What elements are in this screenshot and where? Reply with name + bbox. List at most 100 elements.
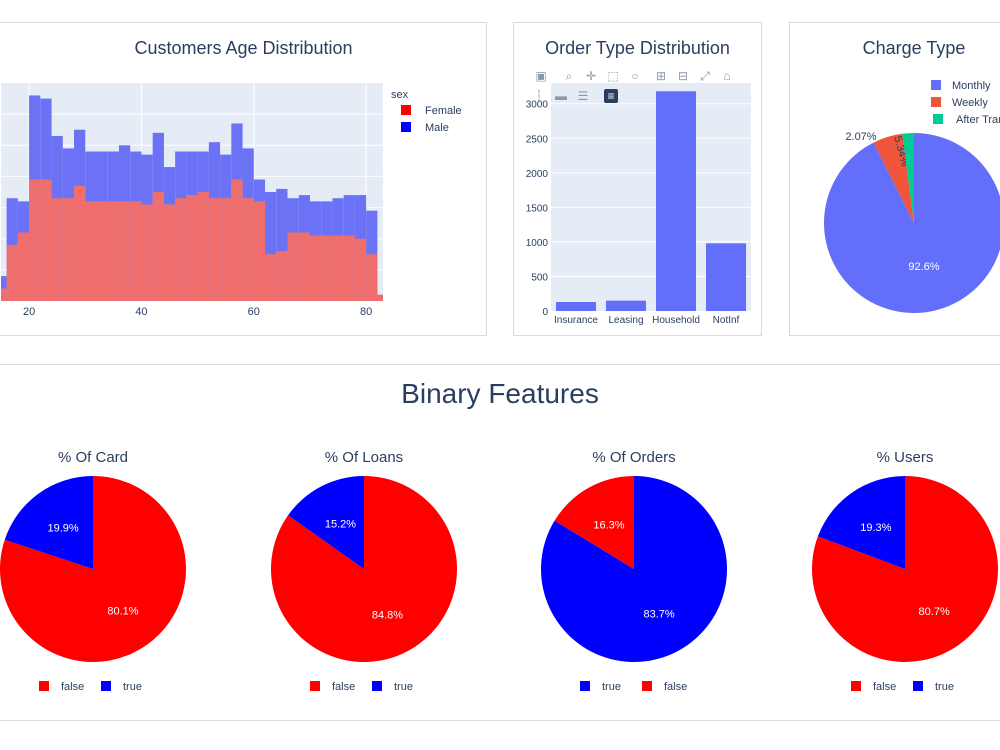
female-bar — [96, 201, 108, 301]
order-bar — [706, 243, 746, 311]
binary-legend-marker — [310, 681, 320, 691]
binary-pie-label: 84.8% — [372, 609, 403, 621]
binary-pie-slice — [0, 476, 187, 662]
female-bar — [85, 201, 97, 301]
age-legend-label: Male — [425, 122, 449, 134]
section-divider-top — [0, 364, 1000, 365]
binary-legend-label: false — [61, 681, 84, 693]
hover-closest-icon[interactable]: ▬ — [555, 89, 567, 103]
age-histogram[interactable]: 20 40 60 80 sex Female Male — [0, 23, 488, 337]
female-bar — [220, 198, 232, 301]
binary-pie-slice — [4, 476, 94, 569]
camera-icon[interactable]: ▣ — [535, 69, 547, 83]
charge-legend-marker — [933, 114, 943, 124]
female-bar — [197, 192, 209, 301]
pan-icon[interactable]: ✛ — [585, 69, 597, 83]
plotly-logo-icon[interactable]: ≡ — [604, 89, 618, 103]
order-bar — [556, 302, 596, 311]
male-bar — [265, 192, 277, 301]
male-bar — [276, 188, 288, 301]
zoom-in-icon[interactable]: ⊞ — [655, 69, 667, 83]
order-y-tick: 1500 — [526, 203, 549, 214]
reset-axes-icon[interactable]: ⌂ — [723, 69, 731, 83]
charge-type-panel: Charge Type 92.6% 5.34% 2.07% Monthly Weekly… — [789, 22, 1000, 336]
binary-legend-label: false — [332, 681, 355, 693]
age-x-tick: 60 — [248, 306, 260, 318]
age-legend-marker — [401, 122, 411, 132]
binary-pie-label: 16.3% — [593, 519, 624, 531]
section-title: Binary Features — [401, 378, 599, 409]
charge-legend-marker — [931, 80, 941, 90]
binary-pie-label: 80.7% — [919, 606, 950, 618]
lasso-icon[interactable]: ○ — [631, 69, 639, 83]
age-legend-label: Female — [425, 105, 462, 117]
binary-legend-marker — [580, 681, 590, 691]
binary-legend-label: true — [394, 681, 413, 693]
zoom-icon[interactable]: ⌕ — [565, 69, 573, 83]
female-bar — [265, 254, 277, 301]
female-bar — [175, 198, 187, 301]
age-chart-title: Customers Age Distribution — [134, 38, 353, 58]
female-bar — [354, 238, 367, 301]
binary-legend-marker — [372, 681, 382, 691]
female-bar — [141, 204, 153, 301]
female-bar — [298, 232, 310, 301]
order-y-tick: 1000 — [526, 238, 549, 249]
charge-slice — [902, 133, 914, 223]
autoscale-icon[interactable]: ⤢ — [700, 69, 710, 83]
female-bar — [231, 179, 243, 301]
female-bar — [29, 179, 41, 301]
order-y-tick: 500 — [531, 272, 548, 283]
female-bar — [118, 201, 131, 301]
charge-legend-label: Monthly — [952, 80, 991, 92]
binary-legend-label: true — [935, 681, 954, 693]
female-bar — [242, 198, 254, 301]
order-x-tick: Insurance — [554, 315, 598, 326]
hover-compare-icon[interactable]: ☰ — [577, 89, 589, 103]
section-divider-bottom — [0, 720, 1000, 721]
binary-pie-label: 15.2% — [325, 519, 356, 531]
female-bar — [287, 232, 299, 301]
female-bar — [152, 192, 164, 301]
binary-legend-marker — [642, 681, 652, 691]
order-type-bar-chart[interactable]: 0 500 1000 1500 2000 2500 3000 Insurance Leasing… — [514, 23, 763, 337]
spike-lines-icon[interactable]: ┆ — [535, 89, 543, 103]
charge-legend-marker — [931, 97, 941, 107]
order-y-tick: 2500 — [526, 134, 549, 145]
female-bar — [62, 198, 75, 301]
binary-pies[interactable]: % Of Card 80.1% 19.9% false true % Of Loans 84… — [0, 430, 1000, 710]
binary-pie-title: % Of Card — [58, 449, 128, 466]
binary-pie-label: 83.7% — [643, 609, 674, 621]
female-bar — [17, 232, 30, 301]
binary-pie-title: % Users — [877, 449, 934, 466]
charge-slice — [873, 133, 914, 223]
female-bar — [309, 235, 322, 301]
female-bar — [163, 204, 176, 301]
zoom-out-icon[interactable]: ⊟ — [677, 69, 689, 83]
female-bar — [6, 244, 18, 301]
binary-pie-slice — [812, 476, 999, 662]
female-bar — [366, 254, 378, 301]
age-x-tick: 80 — [360, 306, 372, 318]
age-legend-marker — [401, 105, 411, 115]
age-legend-title: sex — [391, 89, 409, 101]
charge-slice — [824, 133, 1000, 313]
female-bar — [74, 185, 86, 301]
order-x-tick: Leasing — [608, 315, 643, 326]
binary-pie-label: 19.9% — [47, 523, 78, 535]
female-bar — [51, 198, 63, 301]
order-type-panel: Order Type Distribution 0 500 1000 1500 2000… — [513, 22, 762, 336]
female-bar — [208, 198, 221, 301]
binary-features-row: % Of Card 80.1% 19.9% false true % Of Loans 84… — [0, 430, 1000, 710]
age-x-tick: 20 — [23, 306, 35, 318]
binary-legend-marker — [913, 681, 923, 691]
binary-pie-title: % Of Loans — [325, 449, 403, 466]
charge-chart-title: Charge Type — [862, 38, 966, 58]
binary-pie-label: 80.1% — [107, 605, 138, 617]
box-select-icon[interactable]: ⬚ — [607, 69, 619, 83]
charge-legend-label: After Transaction — [956, 114, 1000, 126]
order-chart-title: Order Type Distribution — [545, 38, 730, 58]
age-x-tick: 40 — [135, 306, 147, 318]
binary-pie-slice — [288, 476, 364, 569]
